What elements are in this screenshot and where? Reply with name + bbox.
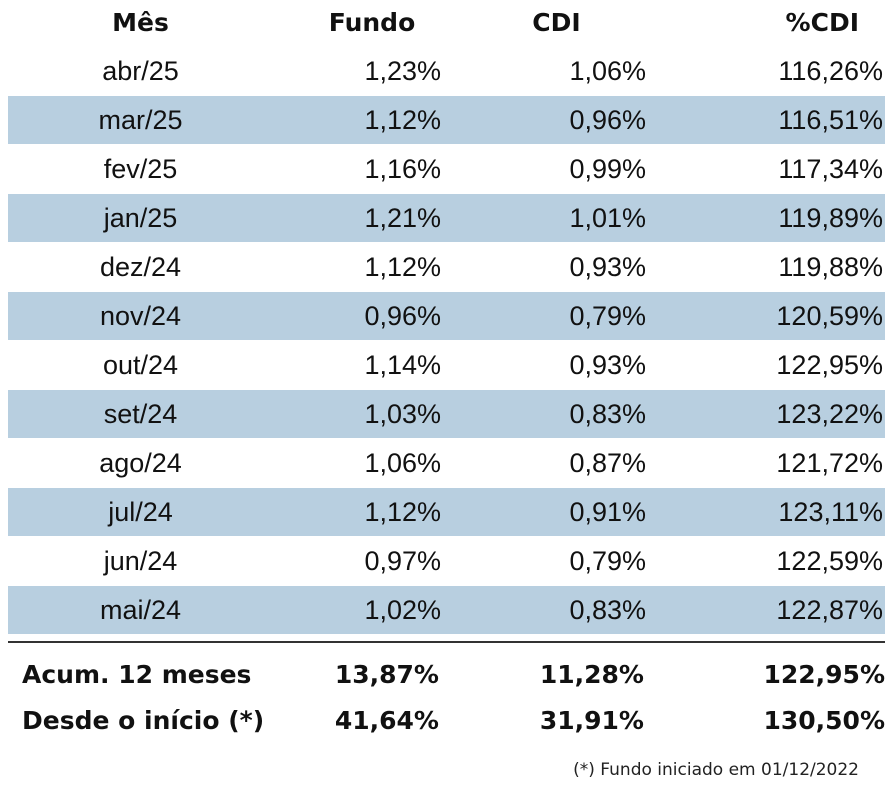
- table-row: dez/24 1,12% 0,93% 119,88%: [8, 243, 885, 291]
- table-row: out/24 1,14% 0,93% 122,95%: [8, 341, 885, 389]
- cell-pct-cdi: 122,87%: [776, 594, 883, 625]
- cell-month: jul/24: [108, 496, 173, 527]
- cell-fund: 0,96%: [364, 300, 441, 331]
- cell-cdi: 0,91%: [569, 496, 646, 527]
- cell-fund: 1,16%: [364, 153, 441, 184]
- cell-month: ago/24: [99, 447, 182, 478]
- cell-month: set/24: [103, 398, 178, 429]
- table-row: ago/24 1,06% 0,87% 121,72%: [8, 439, 885, 487]
- summary-pct-cdi: 130,50%: [763, 705, 885, 735]
- cell-month: nov/24: [99, 300, 182, 331]
- summary-row-12-months: Acum. 12 meses 13,87% 11,28% 122,95%: [8, 650, 885, 698]
- footnote: (*) Fundo iniciado em 01/12/2022: [573, 760, 859, 780]
- summary-cdi: 31,91%: [539, 705, 644, 735]
- cell-pct-cdi: 122,95%: [776, 349, 883, 380]
- header-cdi: CDI: [532, 7, 581, 37]
- cell-cdi: 0,93%: [569, 251, 646, 282]
- summary-cdi: 11,28%: [539, 659, 644, 689]
- cell-pct-cdi: 122,59%: [776, 545, 883, 576]
- cell-month: out/24: [102, 349, 179, 380]
- table-row: nov/24 0,96% 0,79% 120,59%: [8, 292, 885, 340]
- cell-pct-cdi: 120,59%: [776, 300, 883, 331]
- cell-pct-cdi: 119,88%: [778, 251, 883, 282]
- cell-fund: 0,97%: [364, 545, 441, 576]
- table-row: jul/24 1,12% 0,91% 123,11%: [8, 488, 885, 536]
- cell-pct-cdi: 121,72%: [776, 447, 883, 478]
- table-row: jan/25 1,21% 1,01% 119,89%: [8, 194, 885, 242]
- cell-pct-cdi: 119,89%: [778, 202, 883, 233]
- cell-fund: 1,12%: [364, 251, 441, 282]
- table-header: Mês Fundo CDI %CDI: [8, 0, 885, 44]
- cell-month: dez/24: [99, 251, 182, 282]
- cell-pct-cdi: 116,51%: [778, 104, 883, 135]
- summary-label: Acum. 12 meses: [22, 659, 252, 689]
- cell-month: jan/25: [103, 202, 178, 233]
- cell-month: mar/25: [98, 104, 183, 135]
- cell-month: mai/24: [99, 594, 182, 625]
- cell-pct-cdi: 123,22%: [776, 398, 883, 429]
- cell-fund: 1,02%: [364, 594, 441, 625]
- cell-cdi: 0,79%: [569, 545, 646, 576]
- table-row: mai/24 1,02% 0,83% 122,87%: [8, 586, 885, 634]
- cell-fund: 1,23%: [364, 55, 441, 86]
- cell-fund: 1,12%: [364, 496, 441, 527]
- cell-pct-cdi: 123,11%: [778, 496, 883, 527]
- table-row: jun/24 0,97% 0,79% 122,59%: [8, 537, 885, 585]
- summary-fund: 13,87%: [334, 659, 439, 689]
- cell-cdi: 0,79%: [569, 300, 646, 331]
- cell-pct-cdi: 116,26%: [778, 55, 883, 86]
- cell-month: abr/25: [102, 55, 179, 86]
- summary-pct-cdi: 122,95%: [763, 659, 885, 689]
- cell-cdi: 0,99%: [569, 153, 646, 184]
- cell-fund: 1,21%: [364, 202, 441, 233]
- summary-row-since-inception: Desde o início (*) 41,64% 31,91% 130,50%: [8, 696, 885, 744]
- header-month: Mês: [112, 7, 169, 37]
- cell-cdi: 1,01%: [569, 202, 646, 233]
- table-row: mar/25 1,12% 0,96% 116,51%: [8, 96, 885, 144]
- cell-fund: 1,14%: [364, 349, 441, 380]
- cell-fund: 1,12%: [364, 104, 441, 135]
- cell-cdi: 0,83%: [569, 398, 646, 429]
- cell-month: jun/24: [103, 545, 178, 576]
- summary-label: Desde o início (*): [22, 705, 265, 735]
- cell-pct-cdi: 117,34%: [778, 153, 883, 184]
- summary-fund: 41,64%: [334, 705, 439, 735]
- header-fund: Fundo: [328, 7, 416, 37]
- cell-cdi: 1,06%: [569, 55, 646, 86]
- cell-cdi: 0,87%: [569, 447, 646, 478]
- cell-fund: 1,03%: [364, 398, 441, 429]
- cell-fund: 1,06%: [364, 447, 441, 478]
- table-divider: [8, 641, 885, 643]
- table-row: fev/25 1,16% 0,99% 117,34%: [8, 145, 885, 193]
- cell-month: fev/25: [103, 153, 178, 184]
- table-row: set/24 1,03% 0,83% 123,22%: [8, 390, 885, 438]
- cell-cdi: 0,93%: [569, 349, 646, 380]
- table-row: abr/25 1,23% 1,06% 116,26%: [8, 47, 885, 95]
- cell-cdi: 0,83%: [569, 594, 646, 625]
- header-pct-cdi: %CDI: [785, 7, 859, 37]
- cell-cdi: 0,96%: [569, 104, 646, 135]
